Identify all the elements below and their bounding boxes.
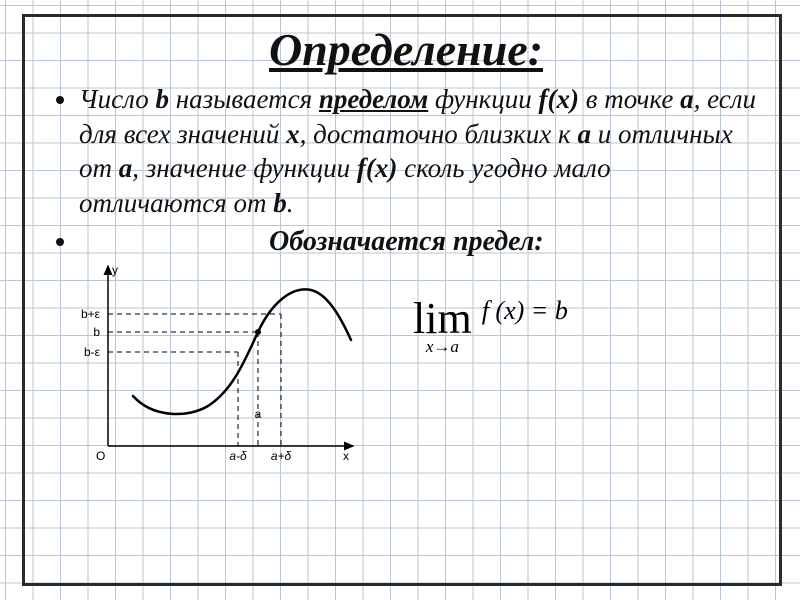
page: Определение: Число b называется пределом… xyxy=(0,0,800,600)
lim-rhs: f (x) = b xyxy=(482,296,568,325)
lim-text: lim xyxy=(413,297,472,341)
notation-label: Обозначается предел: xyxy=(269,226,544,257)
svg-text:b: b xyxy=(93,325,100,339)
svg-text:O: O xyxy=(96,449,105,463)
svg-text:a+δ: a+δ xyxy=(271,449,292,463)
limit-expression: lim x→a f (x) = b xyxy=(373,256,759,357)
chart-svg: y x Ob+ε b b-ε a a-δ a+δ xyxy=(53,256,373,476)
lim-operator: lim x→a xyxy=(413,297,472,357)
svg-text:a-δ: a-δ xyxy=(229,449,247,463)
svg-text:y: y xyxy=(112,263,118,277)
title: Определение: xyxy=(53,23,759,76)
limit-chart: y x Ob+ε b b-ε a a-δ a+δ xyxy=(53,256,373,476)
body-list: Число b называется пределом функции f(x)… xyxy=(53,82,759,260)
svg-text:a: a xyxy=(255,407,262,421)
svg-text:b+ε: b+ε xyxy=(81,307,101,321)
notation-line: Обозначается предел: xyxy=(79,224,759,260)
svg-text:x: x xyxy=(343,449,349,463)
svg-text:b-ε: b-ε xyxy=(84,345,101,359)
content-frame: Определение: Число b называется пределом… xyxy=(22,14,782,586)
figure-row: y x Ob+ε b b-ε a a-δ a+δ lim x→a f (x) = b xyxy=(53,256,759,476)
definition-text: Число b называется пределом функции f(x)… xyxy=(79,82,759,220)
